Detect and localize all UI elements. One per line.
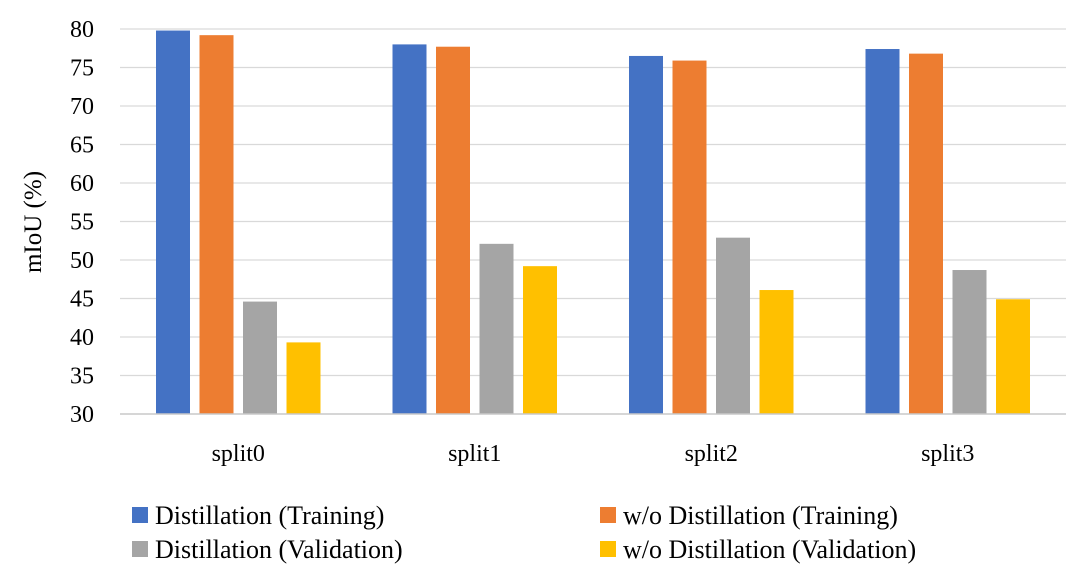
y-tick-label: 55 bbox=[70, 210, 94, 236]
y-axis-label: mIoU (%) bbox=[20, 171, 47, 273]
legend-swatch bbox=[600, 507, 616, 523]
bar-split1-series-2 bbox=[479, 243, 514, 414]
bar-split1-series-0 bbox=[392, 44, 427, 415]
bar-split2-series-1 bbox=[672, 60, 707, 414]
legend: Distillation (Training) w/o Distillation … bbox=[132, 501, 916, 564]
y-tick-label: 30 bbox=[70, 402, 94, 428]
bar-split3-series-0 bbox=[865, 49, 900, 415]
bar-split0-series-0 bbox=[156, 30, 190, 414]
bar-split3-series-2 bbox=[952, 270, 987, 414]
bar-split3-series-3 bbox=[996, 299, 1030, 414]
y-tick-label: 45 bbox=[70, 287, 94, 313]
x-category-label: split2 bbox=[685, 441, 738, 467]
bar-split2-series-2 bbox=[716, 237, 750, 414]
x-category-label: split0 bbox=[212, 441, 265, 467]
x-category-label: split1 bbox=[448, 441, 501, 467]
bar-split2-series-0 bbox=[629, 55, 663, 414]
y-tick-label: 75 bbox=[70, 56, 94, 82]
bars bbox=[156, 30, 1030, 415]
legend-label: w/o Distillation (Validation) bbox=[623, 535, 916, 564]
bar-split3-series-1 bbox=[909, 53, 943, 414]
y-tick-label: 40 bbox=[70, 325, 94, 351]
bar-split1-series-1 bbox=[436, 46, 470, 415]
bar-split0-series-2 bbox=[243, 301, 277, 414]
legend-swatch bbox=[132, 541, 148, 557]
y-tick-label: 80 bbox=[70, 17, 94, 43]
y-tick-label: 35 bbox=[70, 364, 94, 390]
y-tick-label: 65 bbox=[70, 133, 94, 159]
legend-label: Distillation (Training) bbox=[155, 501, 384, 530]
legend-swatch bbox=[600, 541, 616, 557]
legend-swatch bbox=[132, 507, 148, 523]
y-tick-label: 50 bbox=[70, 248, 94, 274]
bar-split0-series-1 bbox=[199, 35, 234, 414]
legend-label: Distillation (Validation) bbox=[155, 535, 403, 564]
grid-lines bbox=[120, 28, 1066, 377]
bar-split1-series-3 bbox=[523, 266, 557, 414]
bar-split0-series-3 bbox=[286, 342, 321, 414]
bar-split2-series-3 bbox=[759, 290, 794, 414]
legend-label: w/o Distillation (Training) bbox=[623, 501, 898, 530]
x-category-label: split3 bbox=[921, 441, 974, 467]
y-tick-label: 70 bbox=[70, 94, 94, 120]
y-axis-ticks: 30 35 40 45 50 55 60 65 70 75 80 bbox=[70, 17, 94, 428]
x-axis-categories: split0 split1 split2 split3 bbox=[212, 441, 975, 467]
y-tick-label: 60 bbox=[70, 171, 94, 197]
